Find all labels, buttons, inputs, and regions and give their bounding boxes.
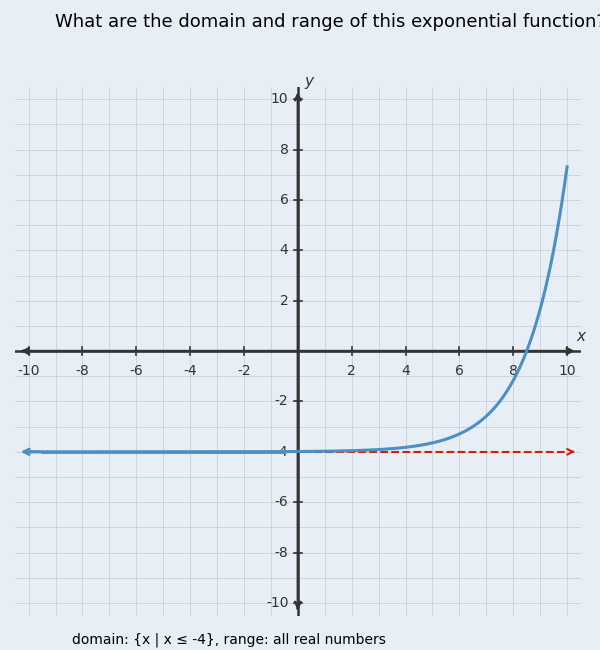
Text: 10: 10 bbox=[558, 363, 576, 378]
Text: -2: -2 bbox=[275, 395, 289, 408]
Text: 6: 6 bbox=[455, 363, 464, 378]
Text: -8: -8 bbox=[76, 363, 89, 378]
Text: -10: -10 bbox=[266, 596, 289, 610]
Text: 2: 2 bbox=[280, 294, 289, 307]
Text: 2: 2 bbox=[347, 363, 356, 378]
Text: 8: 8 bbox=[509, 363, 518, 378]
Text: 8: 8 bbox=[280, 142, 289, 157]
Text: -4: -4 bbox=[184, 363, 197, 378]
Text: 6: 6 bbox=[280, 193, 289, 207]
Text: What are the domain and range of this exponential function?: What are the domain and range of this ex… bbox=[55, 13, 600, 31]
Text: -6: -6 bbox=[130, 363, 143, 378]
Text: x: x bbox=[576, 328, 585, 343]
Text: 10: 10 bbox=[271, 92, 289, 106]
Text: -4: -4 bbox=[275, 445, 289, 459]
Text: y: y bbox=[305, 74, 314, 89]
Text: -8: -8 bbox=[275, 545, 289, 560]
Text: -6: -6 bbox=[275, 495, 289, 509]
Text: -2: -2 bbox=[237, 363, 251, 378]
Text: -10: -10 bbox=[17, 363, 40, 378]
Text: domain: {x | x ≤ -4}, range: all real numbers: domain: {x | x ≤ -4}, range: all real nu… bbox=[72, 632, 386, 647]
Text: 4: 4 bbox=[280, 243, 289, 257]
Text: 4: 4 bbox=[401, 363, 410, 378]
